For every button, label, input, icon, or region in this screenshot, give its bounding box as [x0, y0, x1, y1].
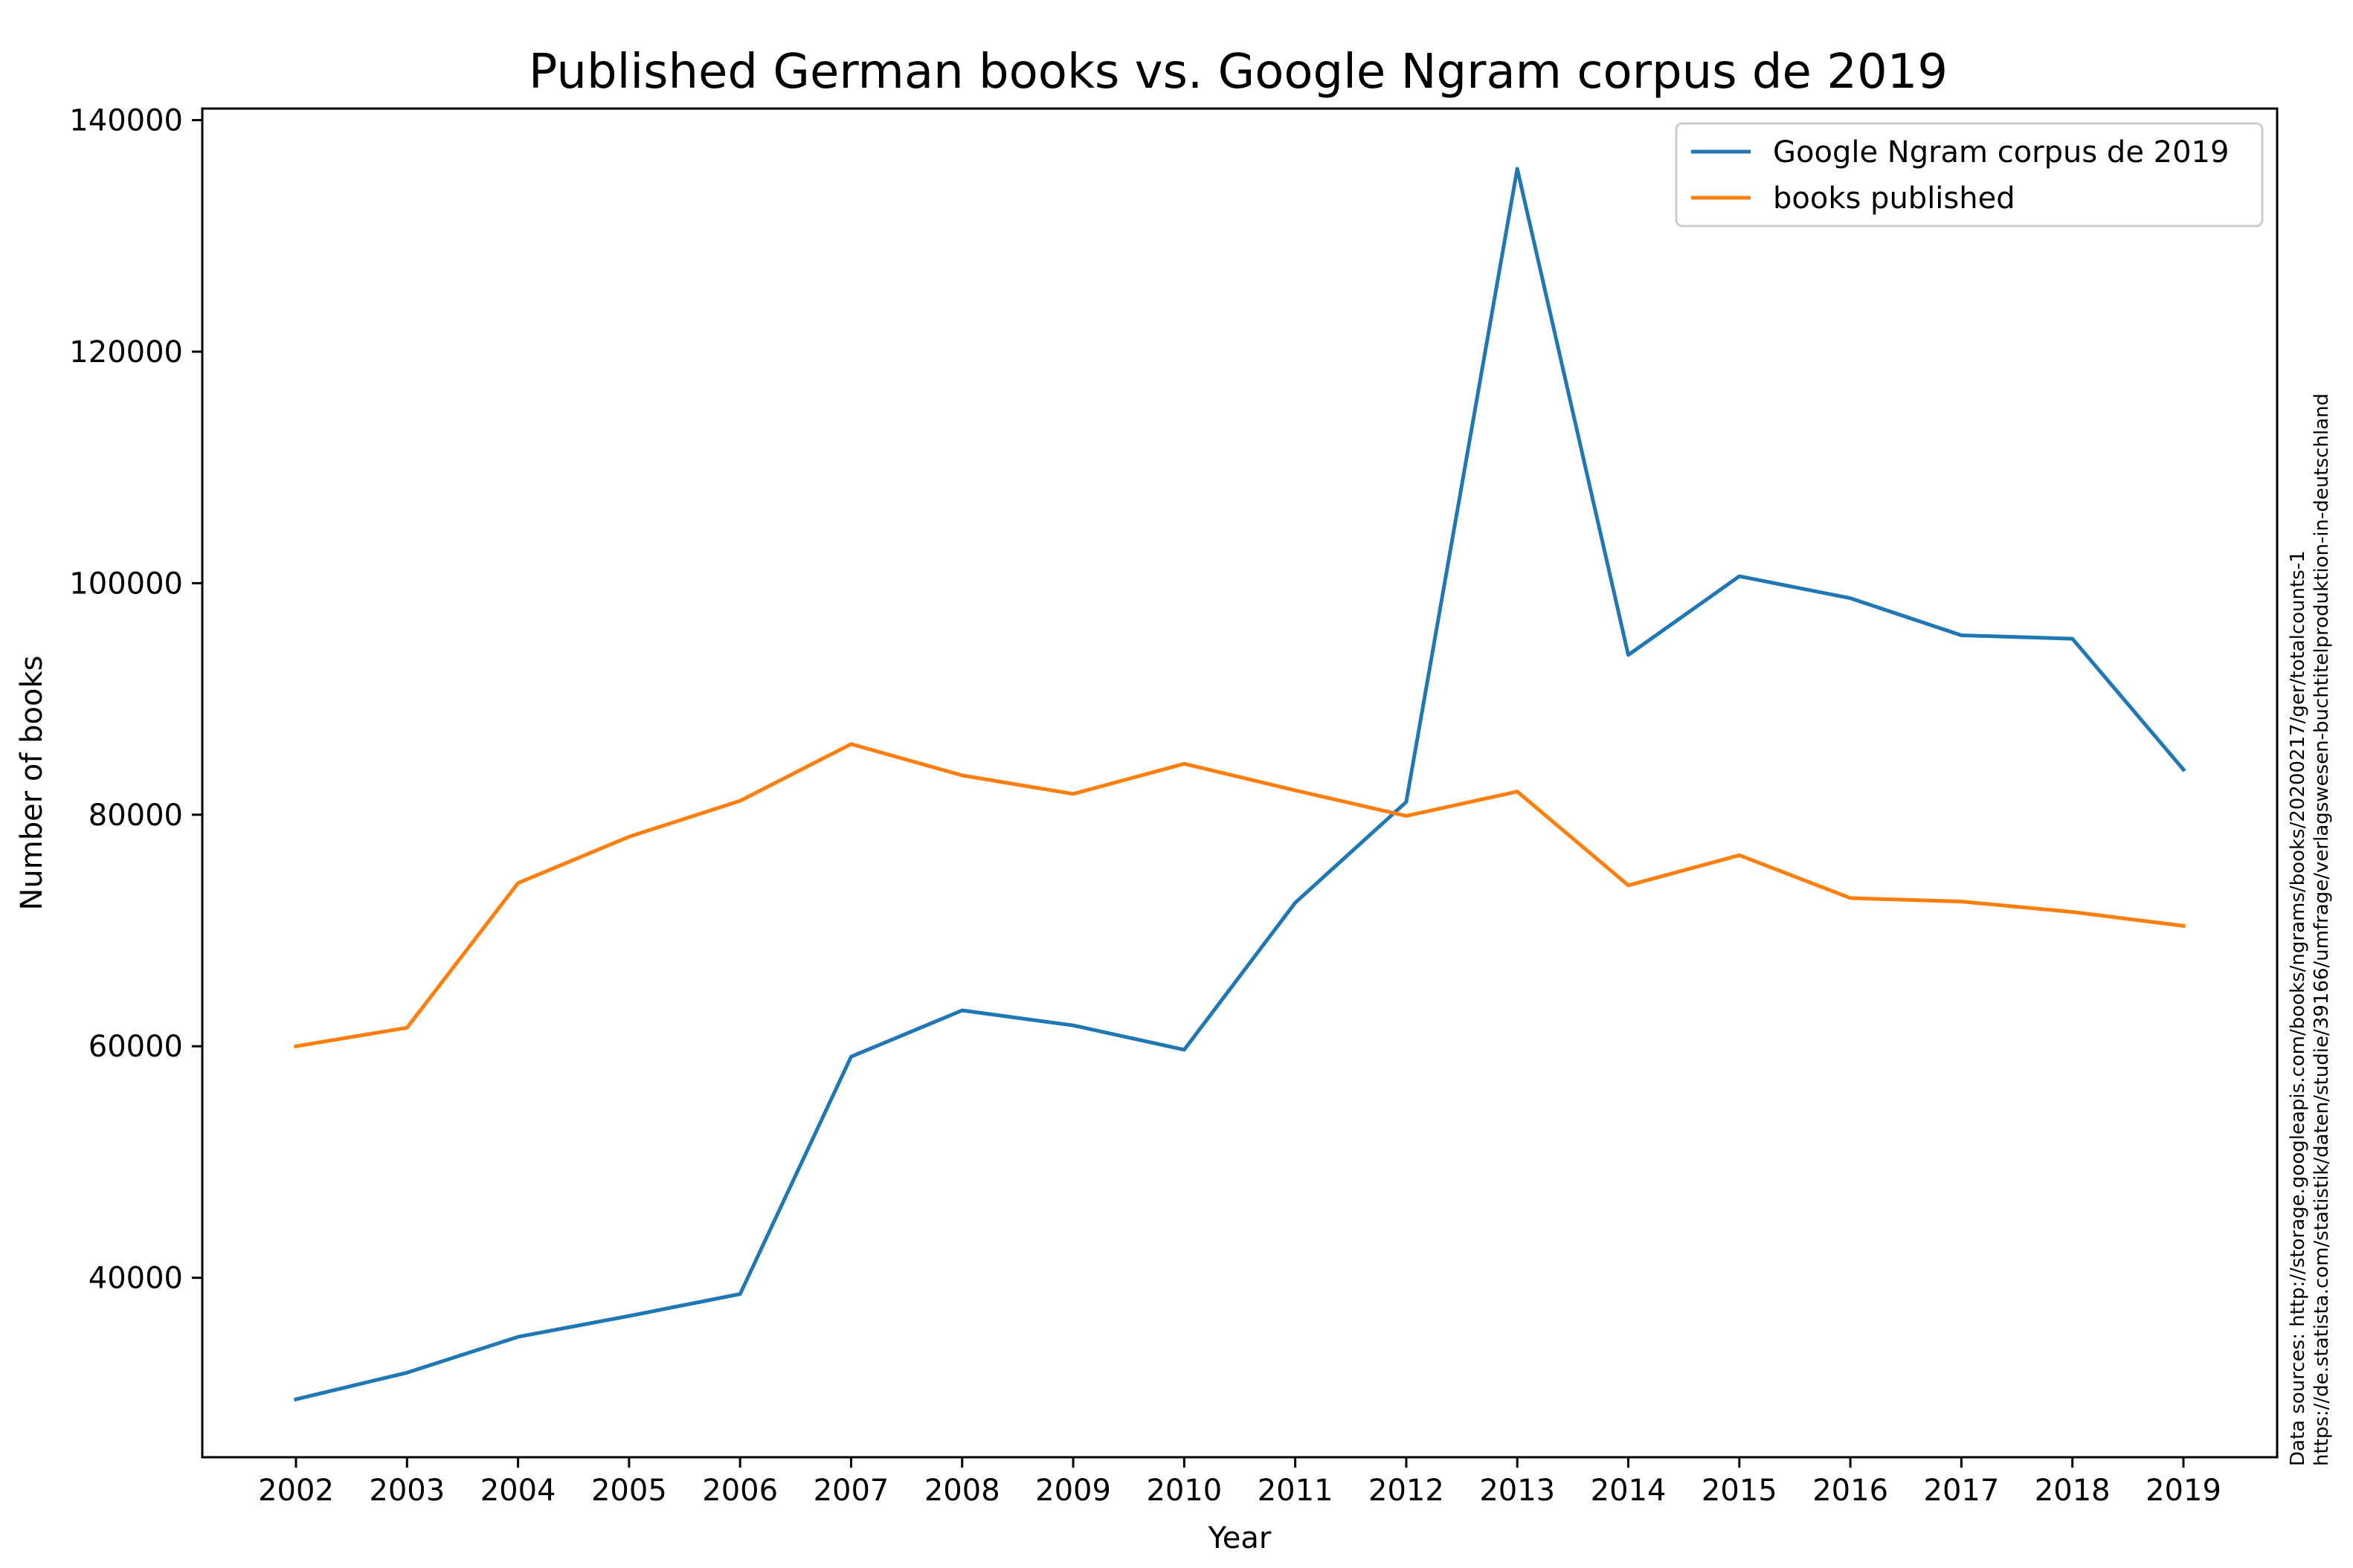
x-tick-label: 2005 — [591, 1474, 667, 1508]
x-tick-label: 2002 — [258, 1474, 334, 1508]
x-tick-label: 2010 — [1146, 1474, 1222, 1508]
x-tick-label: 2016 — [1812, 1474, 1888, 1508]
series-lines — [293, 167, 2186, 1402]
legend-entry: Google Ngram corpus de 2019 — [1773, 135, 2229, 170]
legend-entry: books published — [1773, 181, 2015, 216]
y-axis: 40000 60000 80000 100000 120000 140000 — [69, 104, 202, 1296]
x-tick-label: 2009 — [1035, 1474, 1111, 1508]
x-tick-label: 2003 — [369, 1474, 445, 1508]
x-tick-label: 2018 — [2035, 1474, 2111, 1508]
x-tick-label: 2008 — [924, 1474, 1000, 1508]
x-tick-label: 2013 — [1479, 1474, 1555, 1508]
y-axis-label: Number of books — [15, 655, 49, 910]
source-line-1: Data sources: http://storage.googleapis.… — [2287, 550, 2309, 1466]
legend-box — [1675, 122, 2264, 228]
y-tick-label: 40000 — [88, 1262, 183, 1296]
x-tick-label: 2014 — [1591, 1474, 1667, 1508]
y-tick-label: 100000 — [69, 567, 183, 601]
y-tick-label: 60000 — [88, 1030, 183, 1064]
plot-area — [201, 107, 2279, 1459]
x-tick-label: 2007 — [814, 1474, 889, 1508]
x-tick-label: 2015 — [1702, 1474, 1777, 1508]
x-tick-label: 2004 — [480, 1474, 556, 1508]
chart-title: Published German books vs. Google Ngram … — [529, 45, 1948, 100]
legend: Google Ngram corpus de 2019 books publish… — [1675, 122, 2264, 228]
y-tick-label: 80000 — [88, 798, 183, 833]
x-tick-label: 2019 — [2146, 1474, 2221, 1508]
series-line-1 — [293, 167, 2186, 1402]
data-sources: Data sources: http://storage.googleapis.… — [2287, 393, 2333, 1466]
series-line-2 — [294, 742, 2186, 1049]
y-tick-label: 140000 — [69, 104, 183, 138]
source-line-2: https://de.statista.com/statistik/daten/… — [2311, 393, 2333, 1466]
x-tick-label: 2011 — [1258, 1474, 1333, 1508]
y-tick-label: 120000 — [69, 335, 183, 370]
x-tick-label: 2017 — [1924, 1474, 2000, 1508]
x-axis-label: Year — [1208, 1521, 1272, 1555]
x-tick-label: 2006 — [702, 1474, 778, 1508]
x-axis: 2002 2003 2004 2005 2006 2007 2008 2009 2010 2011… — [258, 1457, 2221, 1508]
x-tick-label: 2012 — [1368, 1474, 1444, 1508]
